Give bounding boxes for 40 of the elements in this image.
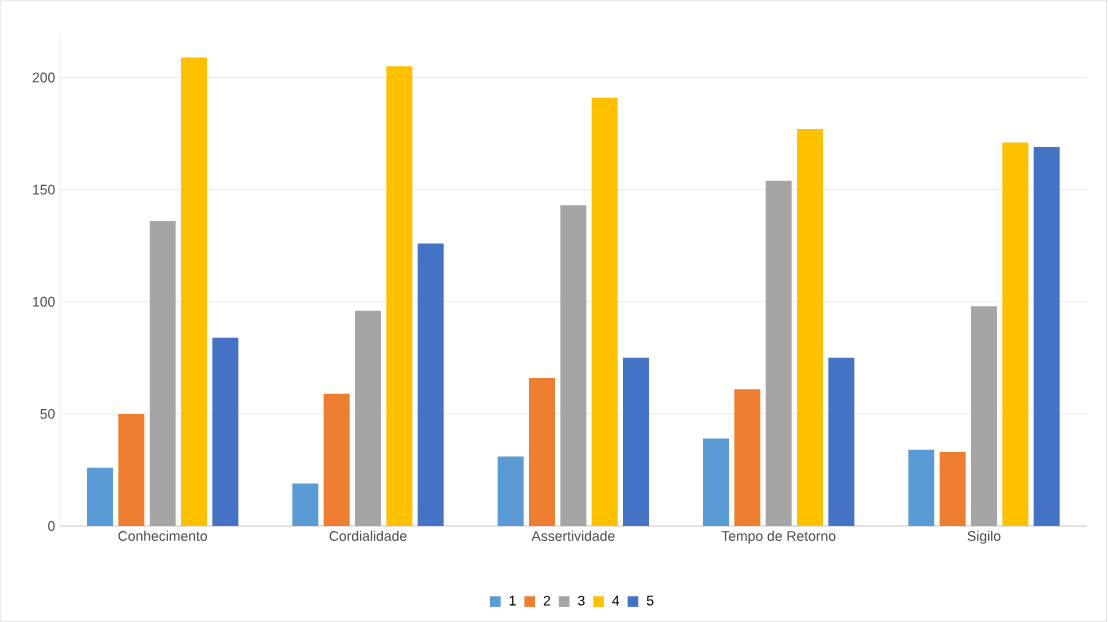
legend-label: 4 [612, 595, 620, 606]
bar [417, 243, 444, 526]
bar [1002, 142, 1029, 526]
bar [828, 357, 855, 526]
bar [386, 66, 413, 526]
bar [560, 205, 587, 526]
bar [797, 129, 824, 526]
bar [323, 393, 350, 526]
x-tick-label: Tempo de Retorno [721, 530, 836, 544]
bar [591, 97, 618, 526]
bar [623, 357, 650, 526]
bar [703, 438, 730, 526]
y-tick-label: 0 [48, 521, 55, 531]
bar [908, 449, 935, 526]
legend-label: 2 [543, 595, 551, 606]
legend-label: 5 [646, 595, 654, 606]
bar [212, 337, 239, 526]
bar [355, 310, 382, 526]
bar [1033, 147, 1060, 526]
bar [181, 57, 207, 526]
y-tick-label: 100 [33, 296, 55, 307]
bar [497, 456, 524, 526]
bar [971, 306, 998, 526]
y-tick-label: 150 [33, 184, 55, 195]
bar [118, 413, 145, 526]
bar [765, 180, 792, 526]
bar [939, 452, 966, 526]
bar [734, 389, 761, 526]
x-tick-label: Conhecimento [118, 530, 208, 541]
x-tick-label: Assertividade [531, 530, 615, 541]
y-tick-label: 50 [40, 408, 55, 419]
x-tick-label: Cordialidade [329, 530, 407, 541]
bar [149, 221, 176, 526]
legend-label: 3 [577, 595, 585, 606]
bar [87, 467, 113, 526]
y-tick-label: 200 [32, 72, 55, 83]
x-tick-label: Sigilo [967, 530, 1001, 544]
legend-label: 1 [509, 595, 516, 606]
bar [529, 378, 556, 526]
bar [292, 483, 319, 526]
